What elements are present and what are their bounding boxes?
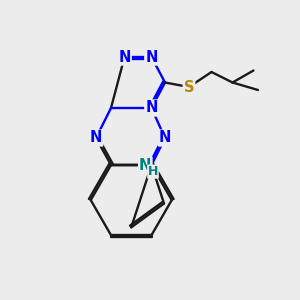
- Text: N: N: [145, 100, 158, 116]
- Text: H: H: [148, 165, 158, 178]
- Text: S: S: [184, 80, 194, 94]
- Text: N: N: [90, 130, 102, 146]
- Text: N: N: [159, 130, 171, 146]
- Text: N: N: [139, 158, 152, 172]
- Text: N: N: [145, 50, 158, 64]
- Text: N: N: [118, 50, 131, 64]
